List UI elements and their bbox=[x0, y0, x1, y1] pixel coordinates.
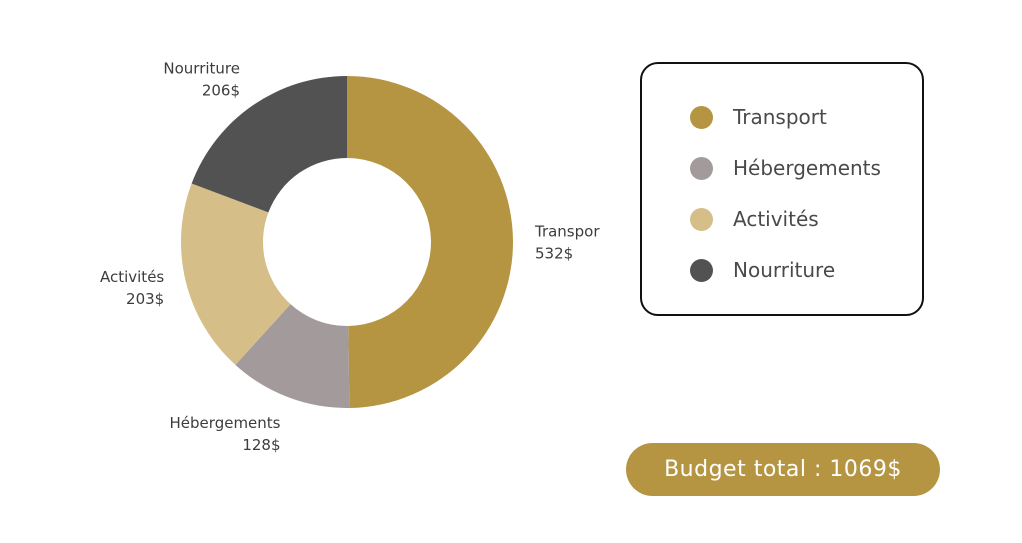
slice-value-hebergements: 128$ bbox=[242, 436, 280, 454]
slice-hebergements bbox=[235, 304, 350, 408]
legend-swatch-hebergements bbox=[690, 156, 713, 180]
slice-activites bbox=[181, 183, 291, 365]
donut-slices bbox=[181, 75, 513, 408]
slice-label-hebergements: Hébergements bbox=[170, 414, 281, 432]
legend-item-nourriture: Nourriture bbox=[690, 257, 835, 283]
legend: Transport Hébergements Activités Nourrit… bbox=[640, 62, 924, 316]
slice-label-transport: Transport bbox=[534, 223, 600, 241]
legend-label-activites: Activités bbox=[733, 207, 819, 231]
legend-label-transport: Transport bbox=[733, 105, 827, 129]
legend-label-hebergements: Hébergements bbox=[733, 156, 881, 180]
budget-total-badge: Budget total : 1069$ bbox=[626, 443, 940, 496]
slice-transport bbox=[347, 76, 513, 408]
slice-nourriture bbox=[191, 75, 347, 213]
slice-value-nourriture: 206$ bbox=[202, 81, 240, 99]
slice-label-activites: Activités bbox=[100, 268, 164, 286]
legend-swatch-activites bbox=[690, 207, 713, 231]
legend-item-transport: Transport bbox=[690, 104, 827, 130]
legend-label-nourriture: Nourriture bbox=[733, 258, 836, 282]
legend-swatch-nourriture bbox=[690, 258, 713, 282]
legend-swatch-transport bbox=[690, 105, 713, 129]
slice-value-activites: 203$ bbox=[126, 290, 164, 308]
donut-chart: Transport 532$ Hébergements 128$ Activités 20… bbox=[100, 59, 600, 453]
slice-value-transport: 532$ bbox=[535, 245, 573, 263]
slice-label-nourriture: Nourriture bbox=[163, 59, 240, 77]
slice-labels: Transport 532$ Hébergements 128$ Activités 20… bbox=[100, 59, 600, 453]
legend-item-hebergements: Hébergements bbox=[690, 155, 881, 181]
legend-item-activites: Activités bbox=[690, 206, 819, 232]
